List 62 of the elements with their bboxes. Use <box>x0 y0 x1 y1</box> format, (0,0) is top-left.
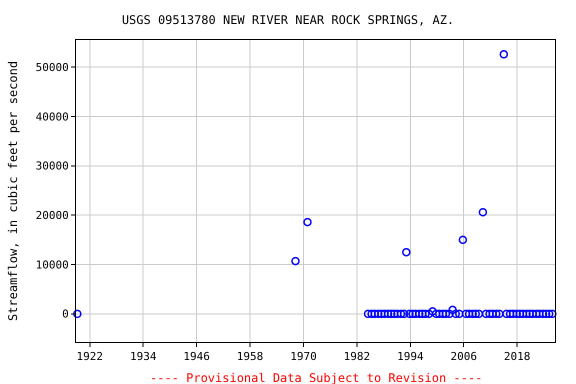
point <box>544 310 554 318</box>
point <box>492 310 500 318</box>
chart-title: USGS 09513780 NEW RIVER NEAR ROCK SPRINGS, AZ. <box>122 12 454 27</box>
point <box>508 310 518 318</box>
point <box>502 310 511 318</box>
point <box>400 310 408 318</box>
point <box>73 310 82 318</box>
point <box>548 310 557 318</box>
y-tick-label: 0 <box>62 308 69 321</box>
point <box>500 50 508 59</box>
x-tick-label: 1922 <box>76 350 104 364</box>
x-tick-label: 1934 <box>130 350 157 364</box>
point <box>370 310 379 318</box>
point <box>474 310 484 318</box>
point <box>485 310 494 318</box>
point <box>411 310 420 318</box>
point <box>472 310 480 318</box>
point <box>455 310 464 318</box>
point <box>488 310 497 318</box>
x-tick-label: 2006 <box>450 350 477 364</box>
y-tick-label: 20000 <box>36 209 69 222</box>
y-tick-label: 40000 <box>36 110 69 124</box>
point <box>384 310 392 318</box>
y-axis-title: Streamflow, in cubic feet per second <box>6 60 20 322</box>
point <box>525 310 534 318</box>
point <box>303 218 312 226</box>
point <box>445 310 454 318</box>
point <box>478 208 488 216</box>
point <box>438 310 448 318</box>
point <box>364 310 372 318</box>
point <box>418 310 427 318</box>
y-tick-label: 30000 <box>36 160 69 173</box>
y-tick-label: 50000 <box>36 60 69 74</box>
x-tick-label: 1958 <box>236 350 264 364</box>
point <box>462 310 470 318</box>
point <box>405 310 414 318</box>
point <box>424 310 434 318</box>
x-tick-label: 1982 <box>344 350 370 364</box>
point <box>402 248 411 256</box>
point <box>291 256 300 266</box>
x-tick-label: 1970 <box>290 350 317 364</box>
point <box>482 310 490 318</box>
point <box>535 310 544 318</box>
point <box>396 310 406 318</box>
point <box>435 310 444 318</box>
point <box>506 310 514 318</box>
y-tick-label: 10000 <box>36 258 69 272</box>
point <box>408 310 417 318</box>
x-tick-label: 1994 <box>397 350 424 364</box>
point <box>448 306 457 314</box>
point <box>442 310 450 318</box>
x-tick-label: 2018 <box>504 350 530 364</box>
point <box>458 236 468 244</box>
point <box>421 310 430 318</box>
point <box>432 310 440 318</box>
point <box>532 310 541 318</box>
point <box>495 310 504 318</box>
point <box>451 310 460 318</box>
point <box>367 310 376 318</box>
x-tick-label: 1946 <box>183 350 210 364</box>
point <box>428 307 437 316</box>
point <box>464 310 474 318</box>
